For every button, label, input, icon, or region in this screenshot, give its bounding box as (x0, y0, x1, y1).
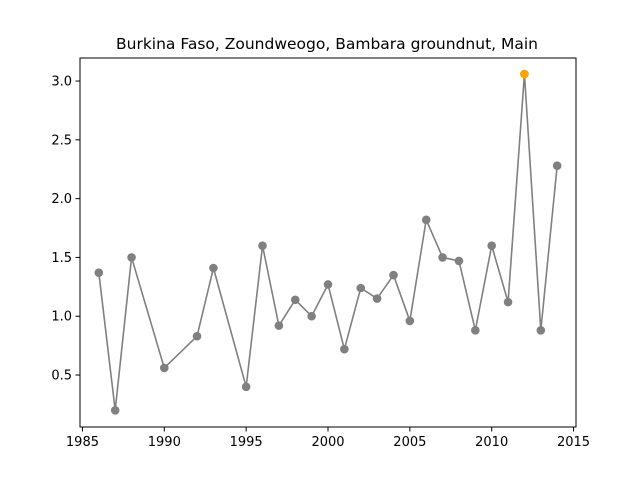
data-point (209, 263, 218, 273)
data-point (290, 295, 300, 305)
x-tick-label: 2015 (557, 435, 590, 450)
data-point (307, 311, 316, 321)
x-tick-label: 2010 (475, 435, 508, 450)
data-point (372, 294, 382, 303)
y-tick-label: 2.5 (51, 133, 72, 148)
data-point (340, 344, 349, 354)
data-point (454, 256, 464, 266)
data-point (405, 316, 415, 326)
data-point (274, 321, 284, 330)
x-tick-label: 1985 (66, 435, 99, 450)
series-line (98, 73, 558, 412)
data-point (471, 326, 480, 335)
x-tick-label: 1990 (148, 435, 181, 450)
data-point (192, 331, 202, 341)
x-tick-label: 2000 (311, 435, 344, 450)
data-point (389, 270, 398, 280)
data-point (552, 161, 562, 171)
y-tick-label: 0.5 (51, 369, 72, 384)
x-tick-label: 2005 (393, 435, 426, 450)
y-tick-label: 1.5 (51, 251, 72, 266)
data-point (258, 241, 267, 250)
y-tick-label: 2.0 (51, 192, 72, 207)
data-point (503, 297, 513, 307)
x-tick-label: 1995 (230, 435, 263, 450)
data-point (323, 280, 333, 289)
data-point (110, 406, 120, 415)
data-point (160, 363, 169, 373)
axes-frame (79, 57, 577, 428)
y-tick-label: 1.0 (51, 310, 72, 325)
highlight-point (520, 69, 529, 79)
data-point (356, 283, 366, 293)
y-tick-label: 3.0 (51, 75, 72, 90)
data-point (94, 268, 104, 278)
chart-title: Burkina Faso, Zoundweogo, Bambara ground… (116, 35, 538, 53)
data-point (241, 382, 251, 392)
data-point (421, 215, 431, 225)
data-point (487, 241, 496, 250)
plot-area: 1985 1990 1995 2000 2005 2010 2015 0.5 1.0 1.5 2.0… (51, 57, 590, 450)
data-point (536, 326, 546, 335)
data-point (438, 253, 447, 262)
data-point (127, 253, 136, 262)
